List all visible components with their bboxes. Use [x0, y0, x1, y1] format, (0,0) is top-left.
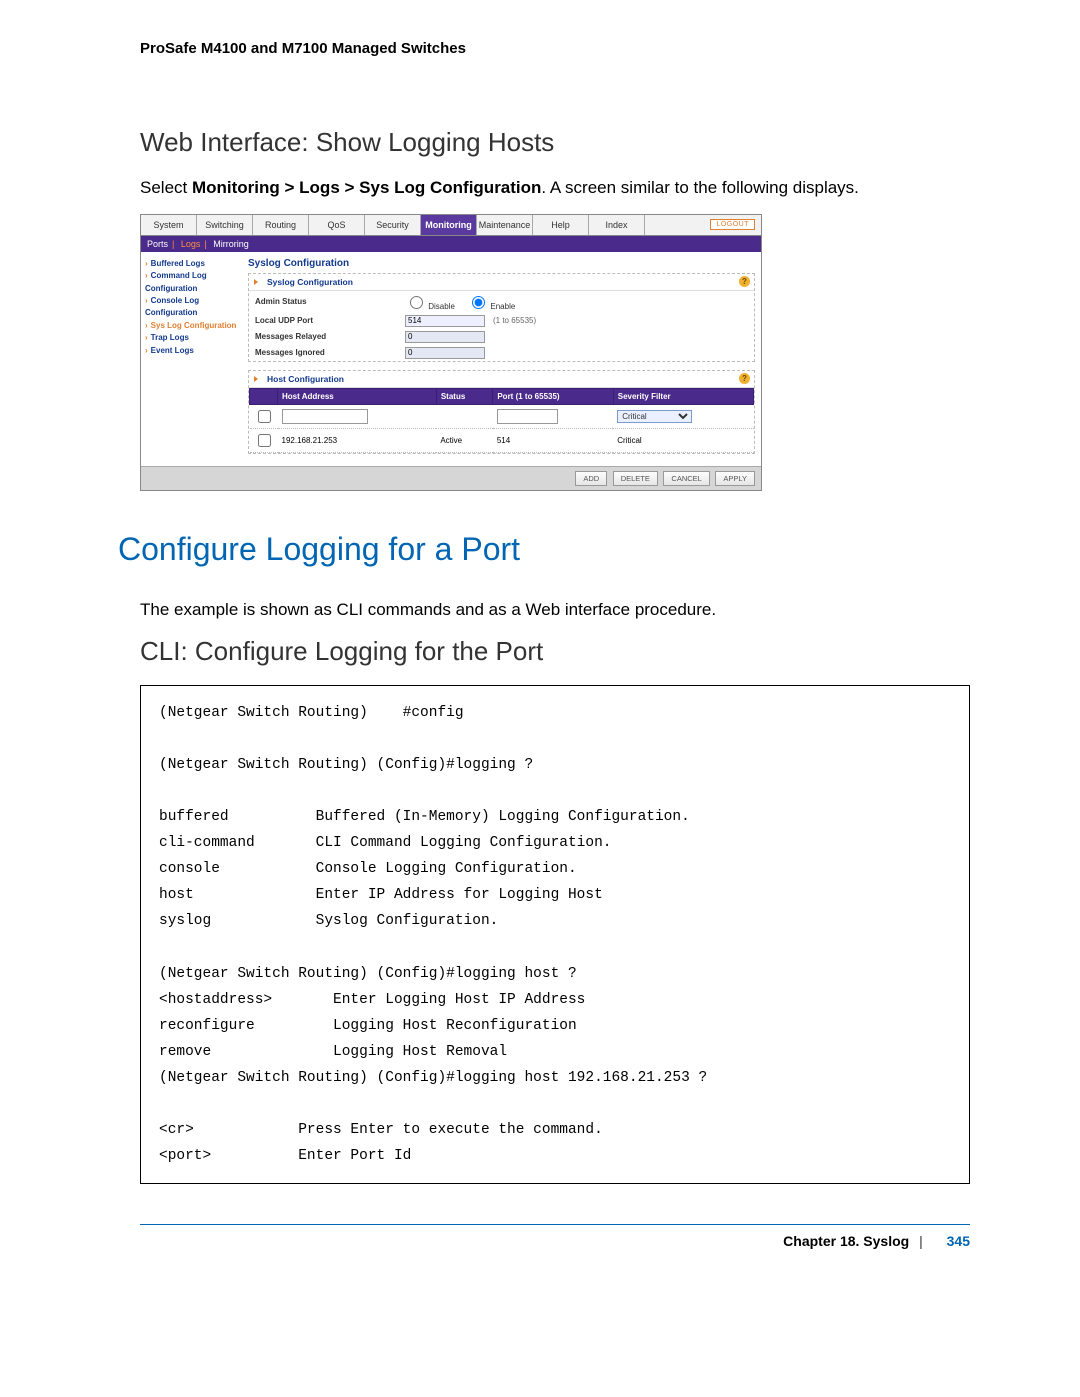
section-heading-cli: CLI: Configure Logging for the Port [140, 636, 970, 667]
footer-chapter: Chapter 18. Syslog [783, 1233, 909, 1249]
input-status [436, 404, 493, 428]
input-host-address[interactable] [282, 409, 368, 424]
sidebar-item-syslog[interactable]: Sys Log Configuration [145, 320, 240, 332]
input-port[interactable] [497, 409, 558, 424]
tab-system[interactable]: System [141, 215, 197, 235]
section1-intro: Select Monitoring > Logs > Sys Log Confi… [140, 176, 970, 200]
host-table: Host Address Status Port (1 to 65535) Se… [249, 388, 754, 453]
radio-enable[interactable]: Enable [467, 302, 515, 311]
intro-nav-path: Monitoring > Logs > Sys Log Configuratio… [192, 178, 541, 197]
content-area: Syslog Configuration Syslog Configuratio… [244, 252, 761, 466]
cell-severity: Critical [613, 428, 753, 452]
tab-help[interactable]: Help [533, 215, 589, 235]
sidebar-item-console-log[interactable]: Console Log Configuration [145, 295, 240, 320]
cell-host: 192.168.21.253 [278, 428, 437, 452]
doc-header: ProSafe M4100 and M7100 Managed Switches [140, 40, 970, 57]
row-local-udp: Local UDP Port (1 to 65535) [249, 313, 754, 329]
section2-body: The example is shown as CLI commands and… [140, 598, 970, 622]
input-local-udp[interactable] [405, 315, 485, 327]
cell-port: 514 [493, 428, 613, 452]
panel2-header: Host Configuration ? [249, 371, 754, 388]
content-title: Syslog Configuration [248, 258, 755, 269]
page-footer: Chapter 18. Syslog | 345 [140, 1224, 970, 1249]
cell-status: Active [436, 428, 493, 452]
cli-output-box: (Netgear Switch Routing) #config (Netgea… [140, 685, 970, 1185]
row-checkbox[interactable] [258, 434, 271, 447]
sidebar-item-event-logs[interactable]: Event Logs [145, 345, 240, 357]
subtab-ports[interactable]: Ports [147, 239, 168, 249]
table-header-row: Host Address Status Port (1 to 65535) Se… [250, 388, 754, 404]
section-heading-configure-logging: Configure Logging for a Port [118, 531, 970, 568]
select-severity[interactable]: Critical [617, 410, 692, 423]
tab-switching[interactable]: Switching [197, 215, 253, 235]
radio-enable-label: Enable [490, 302, 515, 311]
udp-range-note: (1 to 65535) [493, 316, 536, 325]
subtab-logs[interactable]: Logs [181, 239, 201, 249]
add-button[interactable]: ADD [575, 471, 607, 486]
panel-host-config: Host Configuration ? Host Address Status… [248, 370, 755, 454]
col-status: Status [436, 388, 493, 404]
footer-bar: | [919, 1233, 923, 1249]
panel2-title: Host Configuration [267, 374, 344, 384]
table-input-row: Critical [250, 404, 754, 428]
value-relayed [405, 331, 485, 343]
cancel-button[interactable]: CANCEL [663, 471, 709, 486]
help-icon[interactable]: ? [739, 373, 750, 384]
tab-security[interactable]: Security [365, 215, 421, 235]
tab-maintenance[interactable]: Maintenance [477, 215, 533, 235]
main-tabs: System Switching Routing QoS Security Mo… [141, 215, 761, 236]
tab-routing[interactable]: Routing [253, 215, 309, 235]
panel-syslog-config: Syslog Configuration ? Admin Status Disa… [248, 273, 755, 362]
action-bar: ADD DELETE CANCEL APPLY [141, 466, 761, 490]
intro-prefix: Select [140, 178, 192, 197]
tab-qos[interactable]: QoS [309, 215, 365, 235]
tab-monitoring[interactable]: Monitoring [421, 215, 477, 235]
col-port: Port (1 to 65535) [493, 388, 613, 404]
radio-disable[interactable]: Disable [405, 302, 455, 311]
table-row: 192.168.21.253 Active 514 Critical [250, 428, 754, 452]
sidebar-item-buffered-logs[interactable]: Buffered Logs [145, 258, 240, 270]
help-icon[interactable]: ? [739, 276, 750, 287]
apply-button[interactable]: APPLY [715, 471, 755, 486]
radio-disable-label: Disable [428, 302, 455, 311]
logout-button[interactable]: LOGOUT [710, 219, 755, 230]
logout-cell: LOGOUT [645, 215, 761, 235]
label-relayed: Messages Relayed [255, 332, 405, 341]
sidebar: Buffered Logs Command Log Configuration … [141, 252, 244, 466]
screenshot-window: System Switching Routing QoS Security Mo… [140, 214, 762, 491]
col-check [250, 388, 278, 404]
sidebar-item-trap-logs[interactable]: Trap Logs [145, 332, 240, 344]
check-all[interactable] [258, 410, 271, 423]
row-relayed: Messages Relayed [249, 329, 754, 345]
value-ignored [405, 347, 485, 359]
section-heading-web-interface: Web Interface: Show Logging Hosts [140, 127, 970, 158]
panel1-header: Syslog Configuration ? [249, 274, 754, 291]
subtab-mirroring[interactable]: Mirroring [213, 239, 249, 249]
footer-page-number: 345 [947, 1233, 970, 1249]
sidebar-item-command-log[interactable]: Command Log Configuration [145, 270, 240, 295]
intro-suffix: . A screen similar to the following disp… [541, 178, 858, 197]
row-admin-status: Admin Status Disable Enable [249, 291, 754, 313]
label-ignored: Messages Ignored [255, 348, 405, 357]
delete-button[interactable]: DELETE [613, 471, 658, 486]
label-local-udp: Local UDP Port [255, 316, 405, 325]
label-admin-status: Admin Status [255, 297, 405, 306]
row-ignored: Messages Ignored [249, 345, 754, 361]
col-severity: Severity Filter [613, 388, 753, 404]
sub-tabs: Ports| Logs| Mirroring [141, 236, 761, 252]
col-host-address: Host Address [278, 388, 437, 404]
tab-index[interactable]: Index [589, 215, 645, 235]
panel1-title: Syslog Configuration [267, 277, 353, 287]
